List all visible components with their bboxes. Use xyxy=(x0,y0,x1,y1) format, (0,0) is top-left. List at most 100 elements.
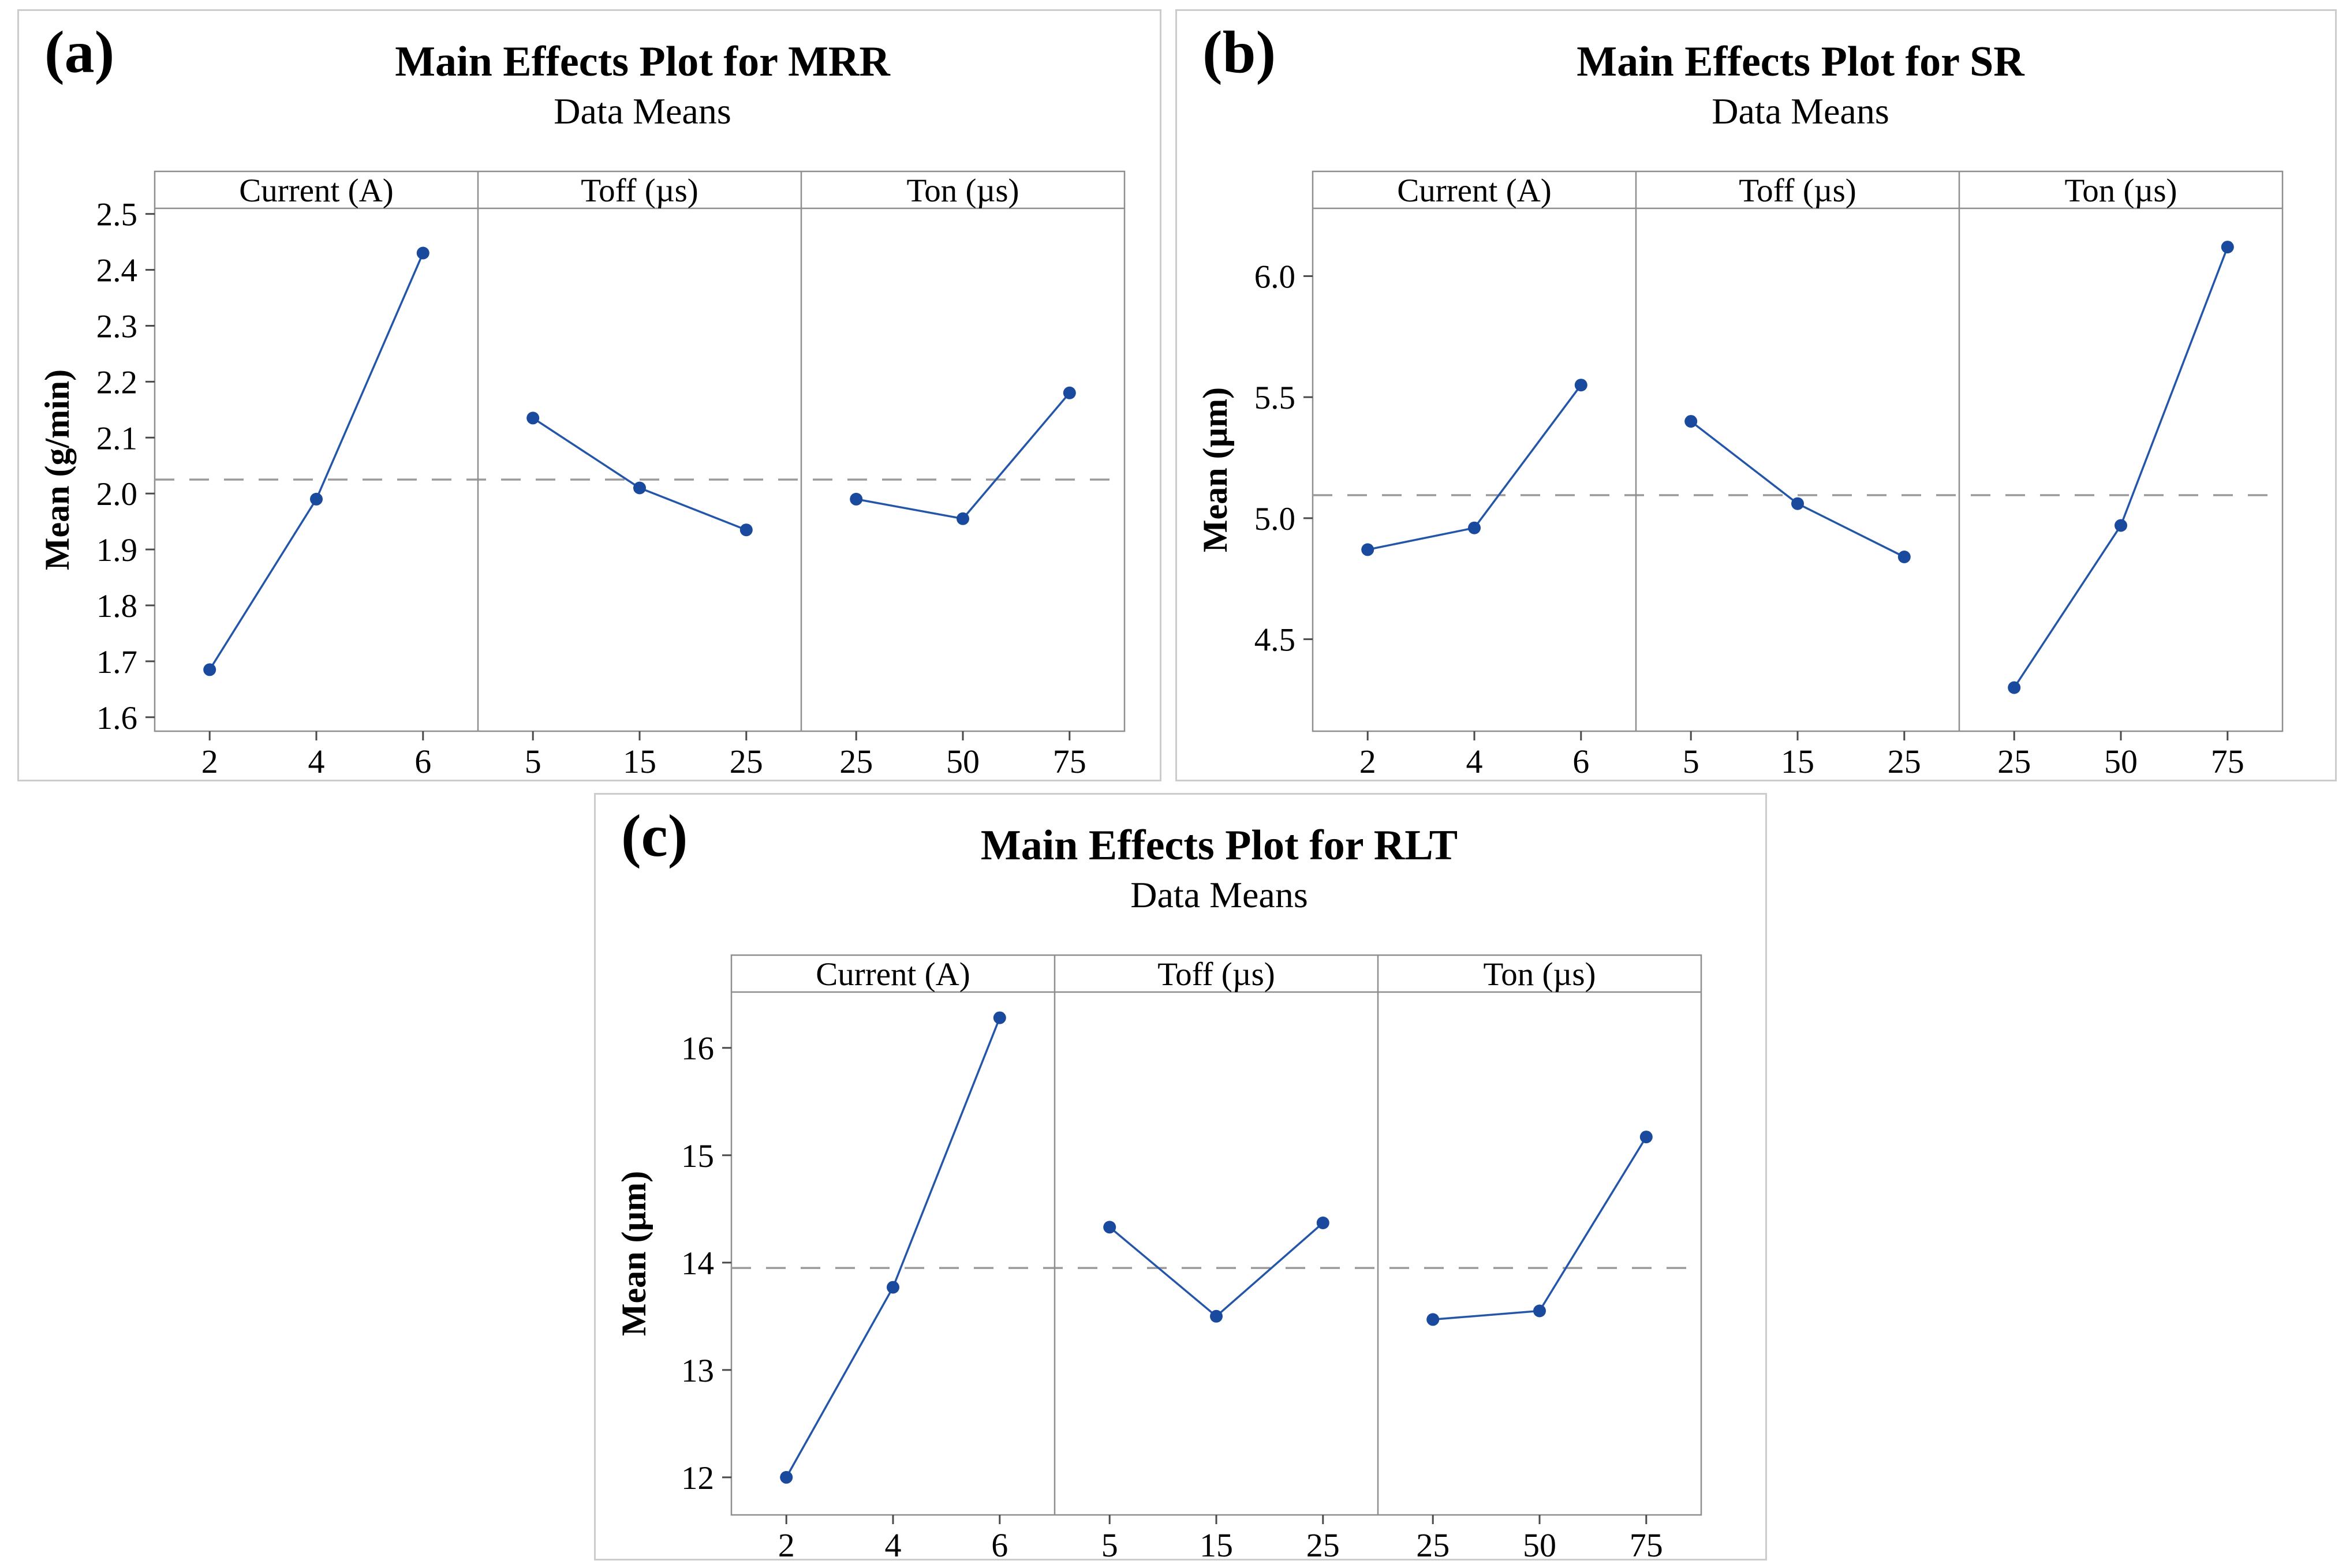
y-tick-label: 1.9 xyxy=(96,532,137,568)
y-tick-label: 16 xyxy=(681,1031,714,1067)
y-axis-title: Mean (µm) xyxy=(615,1171,653,1336)
y-tick-label: 13 xyxy=(681,1353,714,1389)
figure-sr-chart: 6.0 5.5 5.0 4.5 Mean (µm) Current (A) 2 4 6 Toff … xyxy=(1194,154,2303,780)
y-tick-label: 14 xyxy=(681,1245,714,1282)
chart-svg: 6.0 5.5 5.0 4.5 Mean (µm) Current (A) 2 4 6 Toff … xyxy=(1196,170,2284,780)
panel-header: Toff (µs) xyxy=(581,173,698,209)
panel-header: Ton (µs) xyxy=(2064,173,2177,209)
figure-mrr-subtitle: Data Means xyxy=(554,91,731,132)
data-point xyxy=(1791,497,1804,510)
x-tick-label: 25 xyxy=(1997,743,2031,780)
x-tick-label: 5 xyxy=(1101,1526,1118,1564)
y-tick-label: 2.2 xyxy=(96,364,137,401)
panel-header: Current (A) xyxy=(816,956,970,993)
y-tick-label: 2.3 xyxy=(96,308,137,345)
data-point xyxy=(887,1281,899,1294)
y-tick-label: 12 xyxy=(681,1460,714,1496)
x-tick-label: 25 xyxy=(839,743,873,780)
data-point xyxy=(203,663,216,676)
data-point xyxy=(1361,543,1374,556)
x-tick-label: 50 xyxy=(946,743,980,780)
x-tick-label: 5 xyxy=(525,743,541,780)
data-point xyxy=(739,523,753,537)
data-point xyxy=(310,492,323,506)
figure-sr-subtitle: Data Means xyxy=(1712,91,1889,132)
y-tick-label: 4.5 xyxy=(1254,622,1295,658)
figure-sr-titles: Main Effects Plot for SR Data Means xyxy=(1316,38,2285,133)
x-tick-label: 15 xyxy=(1200,1526,1233,1564)
data-point xyxy=(780,1470,793,1484)
x-tick-label: 25 xyxy=(1416,1526,1450,1564)
chart-svg: 16 15 14 13 12 Mean (µm) Current (A) 2 4 6 Toff (µ… xyxy=(615,954,1702,1564)
plot-frame xyxy=(730,954,1702,1516)
y-axis-title: Mean (µm) xyxy=(1196,387,1234,552)
x-tick-label: 6 xyxy=(991,1526,1008,1564)
data-point xyxy=(1468,521,1481,534)
x-tick-label: 2 xyxy=(201,743,218,780)
data-point xyxy=(1574,379,1587,392)
y-tick-label: 1.8 xyxy=(96,588,137,624)
figure-mrr-title: Main Effects Plot for MRR xyxy=(395,38,890,85)
y-axis-title: Mean (g/min) xyxy=(38,369,76,570)
figure-mrr-titles: Main Effects Plot for MRR Data Means xyxy=(158,38,1127,133)
data-point xyxy=(633,481,646,495)
figure-mrr: (a) Main Effects Plot for MRR Data Means… xyxy=(17,9,1161,781)
y-tick-label: 2.5 xyxy=(96,197,137,233)
x-tick-label: 75 xyxy=(1053,743,1086,780)
figure-rlt: (c) Main Effects Plot for RLT Data Means… xyxy=(594,793,1767,1564)
data-point xyxy=(1684,415,1698,428)
x-tick-label: 5 xyxy=(1683,743,1699,780)
figure-rlt-titles: Main Effects Plot for RLT Data Means xyxy=(734,821,1704,916)
x-tick-label: 15 xyxy=(1781,743,1814,780)
figure-sr-title: Main Effects Plot for SR xyxy=(1577,38,2024,85)
data-point xyxy=(1103,1221,1116,1234)
panel-header: Ton (µs) xyxy=(1483,956,1596,993)
data-point xyxy=(2221,241,2234,254)
x-tick-label: 50 xyxy=(1523,1526,1556,1564)
y-tick-label: 1.6 xyxy=(96,700,137,736)
y-tick-label: 1.7 xyxy=(96,644,137,680)
data-point xyxy=(1533,1304,1546,1318)
figure-rlt-chart: 16 15 14 13 12 Mean (µm) Current (A) 2 4 6 Toff (µ… xyxy=(613,938,1721,1564)
x-tick-label: 25 xyxy=(1306,1526,1340,1564)
x-tick-label: 2 xyxy=(778,1526,795,1564)
x-tick-label: 2 xyxy=(1359,743,1376,780)
data-point xyxy=(2008,681,2021,694)
plot-frame xyxy=(1312,170,2284,732)
panel-header: Current (A) xyxy=(239,173,394,209)
data-point xyxy=(1210,1309,1223,1323)
panel-header: Toff (µs) xyxy=(1157,956,1275,993)
data-point xyxy=(2115,519,2127,532)
x-tick-label: 4 xyxy=(308,743,325,780)
panel-header: Ton (µs) xyxy=(906,173,1019,209)
data-point xyxy=(1426,1313,1440,1326)
figure-mrr-chart: 2.5 2.4 2.3 2.2 2.1 2.0 1.9 1.8 1.7 1.6 Mean (g/mi… xyxy=(36,154,1145,780)
figure-sr-label: (b) xyxy=(1202,19,1276,85)
figure-sr: (b) Main Effects Plot for SR Data Means … xyxy=(1175,9,2337,781)
plot-frame xyxy=(154,170,1126,732)
panel-header: Current (A) xyxy=(1397,173,1552,209)
y-tick-label: 6.0 xyxy=(1254,259,1295,295)
data-point xyxy=(1063,386,1076,399)
x-tick-label: 25 xyxy=(1888,743,1921,780)
x-tick-label: 50 xyxy=(2104,743,2138,780)
y-tick-label: 5.5 xyxy=(1254,380,1295,416)
x-tick-label: 4 xyxy=(885,1526,902,1564)
panel-header: Toff (µs) xyxy=(1739,173,1856,209)
x-tick-label: 25 xyxy=(730,743,763,780)
x-tick-label: 6 xyxy=(1572,743,1589,780)
figure-rlt-label: (c) xyxy=(621,803,688,869)
figure-rlt-title: Main Effects Plot for RLT xyxy=(980,822,1458,869)
data-point xyxy=(526,411,540,425)
data-point xyxy=(1897,551,1911,563)
y-tick-label: 2.1 xyxy=(96,420,137,456)
chart-svg: 2.5 2.4 2.3 2.2 2.1 2.0 1.9 1.8 1.7 1.6 Mean (g/mi… xyxy=(38,170,1126,780)
x-tick-label: 4 xyxy=(1466,743,1483,780)
data-point xyxy=(416,246,429,260)
data-point xyxy=(1316,1217,1329,1229)
x-tick-label: 15 xyxy=(623,743,656,780)
x-tick-label: 75 xyxy=(1630,1526,1663,1564)
figure-rlt-subtitle: Data Means xyxy=(1130,874,1308,916)
data-point xyxy=(850,492,863,506)
